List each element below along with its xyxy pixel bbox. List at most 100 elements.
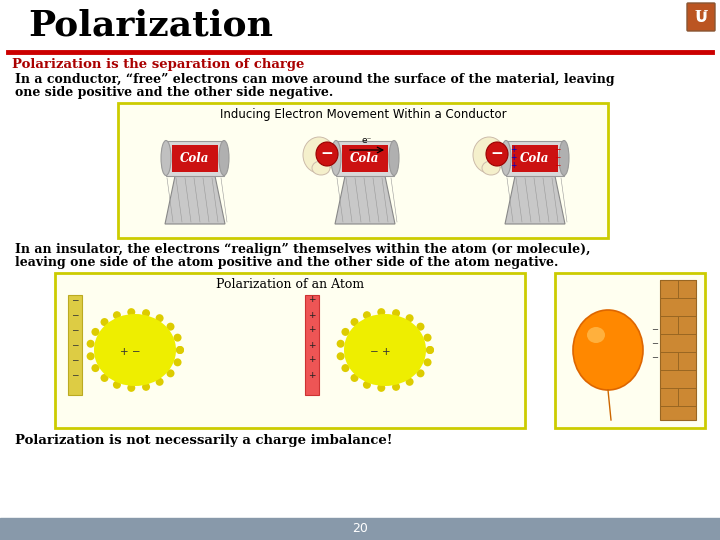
Text: −: − <box>71 370 78 380</box>
Text: Polarization is the separation of charge: Polarization is the separation of charge <box>12 58 305 71</box>
Ellipse shape <box>174 334 181 342</box>
Ellipse shape <box>91 328 99 336</box>
Text: −: − <box>71 355 78 364</box>
Bar <box>555 273 705 428</box>
Ellipse shape <box>482 161 500 175</box>
Ellipse shape <box>426 346 434 354</box>
Ellipse shape <box>389 140 399 176</box>
Text: Cola: Cola <box>180 152 210 165</box>
Text: one side positive and the other side negative.: one side positive and the other side neg… <box>15 86 333 99</box>
Ellipse shape <box>166 369 174 377</box>
Text: Polarization: Polarization <box>28 8 273 42</box>
Text: +: + <box>510 145 516 154</box>
Polygon shape <box>165 176 225 224</box>
Text: − +: − + <box>369 347 390 357</box>
Ellipse shape <box>312 161 330 175</box>
Ellipse shape <box>423 334 431 342</box>
Ellipse shape <box>113 381 121 389</box>
Text: −: − <box>490 146 503 161</box>
Text: Polarization is not necessarily a charge imbalance!: Polarization is not necessarily a charge… <box>15 434 392 447</box>
Text: −: − <box>71 295 78 305</box>
Ellipse shape <box>351 318 359 326</box>
Bar <box>172 145 218 172</box>
Ellipse shape <box>86 352 94 360</box>
Ellipse shape <box>101 374 109 382</box>
Text: +: + <box>510 153 516 163</box>
Ellipse shape <box>161 140 171 176</box>
Ellipse shape <box>377 384 385 392</box>
Ellipse shape <box>142 309 150 317</box>
Text: Cola: Cola <box>351 152 379 165</box>
Ellipse shape <box>423 359 431 366</box>
Bar <box>0 518 720 540</box>
Bar <box>0 0 720 52</box>
Ellipse shape <box>405 314 413 322</box>
Text: −: − <box>652 340 659 348</box>
Text: 20: 20 <box>352 523 368 536</box>
Text: U: U <box>694 10 708 24</box>
Ellipse shape <box>101 318 109 326</box>
Text: −: − <box>320 146 333 161</box>
Ellipse shape <box>392 309 400 317</box>
Ellipse shape <box>316 142 338 166</box>
Ellipse shape <box>587 327 605 343</box>
Ellipse shape <box>142 383 150 391</box>
Text: +: + <box>308 310 316 320</box>
Text: +: + <box>308 326 316 334</box>
Ellipse shape <box>341 328 349 336</box>
Ellipse shape <box>377 308 385 316</box>
Ellipse shape <box>405 378 413 386</box>
Ellipse shape <box>344 314 426 386</box>
Bar <box>118 103 608 238</box>
Text: −: − <box>71 310 78 320</box>
Ellipse shape <box>559 140 569 176</box>
Bar <box>55 273 525 428</box>
Ellipse shape <box>86 340 94 348</box>
Text: −: − <box>554 145 560 154</box>
Bar <box>506 140 564 176</box>
Text: Inducing Electron Movement Within a Conductor: Inducing Electron Movement Within a Cond… <box>220 108 506 121</box>
Ellipse shape <box>91 364 99 372</box>
Text: −: − <box>652 326 659 334</box>
Bar <box>305 295 319 395</box>
Bar <box>660 280 696 420</box>
Text: In a conductor, “free” electrons can move around the surface of the material, le: In a conductor, “free” electrons can mov… <box>15 73 615 86</box>
Ellipse shape <box>573 310 643 390</box>
Ellipse shape <box>351 374 359 382</box>
Ellipse shape <box>331 140 341 176</box>
Ellipse shape <box>113 311 121 319</box>
Ellipse shape <box>337 352 345 360</box>
Text: −: − <box>554 153 560 163</box>
Ellipse shape <box>156 378 163 386</box>
Text: +: + <box>308 295 316 305</box>
Ellipse shape <box>337 340 345 348</box>
Text: +: + <box>308 370 316 380</box>
Text: + −: + − <box>120 347 140 357</box>
Text: +: + <box>510 161 516 171</box>
Ellipse shape <box>219 140 229 176</box>
Ellipse shape <box>363 381 371 389</box>
Polygon shape <box>335 176 395 224</box>
Text: −: − <box>652 354 659 362</box>
Text: Cola: Cola <box>521 152 549 165</box>
Ellipse shape <box>127 384 135 392</box>
Polygon shape <box>505 176 565 224</box>
Text: +: + <box>308 341 316 349</box>
Text: −: − <box>71 326 78 334</box>
Ellipse shape <box>176 346 184 354</box>
Text: +: + <box>308 355 316 364</box>
Ellipse shape <box>363 311 371 319</box>
Ellipse shape <box>392 383 400 391</box>
Ellipse shape <box>416 369 425 377</box>
Ellipse shape <box>176 346 184 354</box>
Bar <box>336 140 394 176</box>
Text: ∪: ∪ <box>693 8 708 26</box>
FancyBboxPatch shape <box>687 3 715 31</box>
Ellipse shape <box>426 346 434 354</box>
Bar <box>342 145 388 172</box>
Ellipse shape <box>416 323 425 330</box>
Ellipse shape <box>341 364 349 372</box>
Bar <box>512 145 558 172</box>
Ellipse shape <box>303 137 335 173</box>
Ellipse shape <box>486 142 508 166</box>
